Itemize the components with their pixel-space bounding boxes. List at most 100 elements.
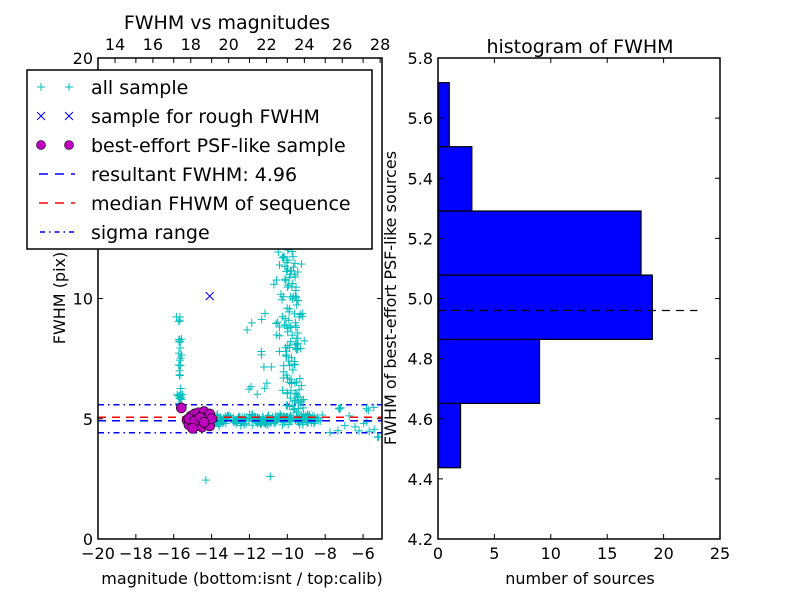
all-sample-point <box>277 295 286 304</box>
all-sample-point <box>269 280 278 289</box>
all-sample-point <box>237 417 246 426</box>
legend: all sample sample for rough FWHM best-effo… <box>26 69 373 250</box>
all-sample-point <box>336 403 345 412</box>
all-sample-point <box>291 259 299 268</box>
all-sample-point <box>283 324 292 333</box>
all-sample-point <box>175 313 184 322</box>
x-tick-label: −8 <box>313 544 337 563</box>
legend-entry: median FHWM of sequence <box>39 193 351 215</box>
all-sample-point <box>279 253 288 262</box>
all-sample-point <box>175 356 184 365</box>
all-sample-point <box>279 361 288 370</box>
all-sample-point <box>362 404 371 413</box>
top-tick-label: 24 <box>294 35 314 54</box>
all-sample-point <box>275 261 284 270</box>
all-sample-point <box>284 357 293 366</box>
all-sample-point <box>374 432 383 441</box>
psf-like-sample-points <box>176 402 217 434</box>
all-sample-point <box>175 394 184 403</box>
all-sample-point <box>281 350 290 359</box>
all-sample-point <box>201 476 210 485</box>
scatter-y-ticks: 0 5 10 20 <box>73 49 382 549</box>
all-sample-point <box>299 409 308 418</box>
x-tick-label: 25 <box>710 544 730 563</box>
x-tick-label: −6 <box>351 544 375 563</box>
all-sample-point <box>333 426 342 435</box>
all-sample-point <box>288 331 297 340</box>
histogram-title: histogram of FWHM <box>486 36 673 58</box>
all-sample-point <box>278 386 287 395</box>
sigma-range-lines <box>98 404 382 434</box>
all-sample-point <box>275 347 284 356</box>
all-sample-point <box>248 421 257 430</box>
histogram-x-ticks: 0 5 10 15 20 25 <box>433 58 730 563</box>
x-tick-label: 0 <box>433 544 443 563</box>
psf-like-sample-point <box>176 402 187 414</box>
scatter-x-label: magnitude (bottom:isnt / top:calib) <box>101 569 382 588</box>
all-sample-point <box>174 335 183 344</box>
legend-label: sample for rough FWHM <box>91 106 320 128</box>
histogram-panel: 0 5 10 15 20 25 4.2 4.4 4.6 4.8 5.0 5.2 5.4 5.6 5.8 h… <box>381 36 730 588</box>
x-tick-label: 10 <box>541 544 561 563</box>
histogram-bars <box>437 82 653 469</box>
all-sample-point <box>232 415 241 424</box>
all-sample-point <box>174 317 183 326</box>
all-sample-point <box>362 417 371 426</box>
all-sample-point <box>288 365 297 374</box>
all-sample-point <box>293 334 302 343</box>
all-sample-point <box>300 336 309 345</box>
all-sample-point <box>283 256 292 265</box>
all-sample-point <box>175 371 184 380</box>
all-sample-point <box>290 360 299 369</box>
all-sample-point <box>287 379 296 388</box>
x-tick-label: 5 <box>489 544 499 563</box>
scatter-y-label: FWHM (pix) <box>50 252 69 345</box>
all-sample-point <box>253 390 262 399</box>
legend-entry: best-effort PSF-like sample <box>36 135 346 157</box>
top-tick-label: 18 <box>181 35 201 54</box>
all-sample-point <box>295 385 304 394</box>
x-tick-label: −10 <box>270 544 304 563</box>
all-sample-point <box>286 414 295 423</box>
y-tick-label: 5.6 <box>408 109 433 128</box>
all-sample-point <box>286 375 295 384</box>
all-sample-point <box>334 404 343 413</box>
all-sample-point <box>335 405 344 414</box>
all-sample-point <box>261 418 270 427</box>
top-tick-label: 20 <box>218 35 238 54</box>
all-sample-point <box>272 417 281 426</box>
rough-fwhm-sample-point <box>205 291 215 301</box>
x-tick-label: 20 <box>653 544 673 563</box>
all-sample-point <box>176 343 185 352</box>
x-tick-label: −12 <box>233 544 267 563</box>
legend-entry: sample for rough FWHM <box>36 106 320 128</box>
all-sample-point <box>223 411 232 420</box>
all-sample-point <box>283 389 292 398</box>
all-sample-point <box>261 309 270 318</box>
all-sample-point <box>289 405 298 414</box>
x-tick-label: −18 <box>119 544 153 563</box>
all-sample-point <box>291 397 300 406</box>
y-tick-label: 5 <box>83 410 93 429</box>
x-tick-label: −14 <box>195 544 229 563</box>
histogram-bar <box>437 82 450 148</box>
histogram-bar <box>437 210 642 276</box>
all-sample-point <box>262 379 271 388</box>
all-sample-point <box>325 428 334 437</box>
psf-like-sample-point <box>187 423 198 434</box>
all-sample-point <box>296 398 305 407</box>
histogram-bar <box>437 338 541 405</box>
all-sample-point <box>280 252 289 261</box>
all-sample-point <box>290 396 299 405</box>
all-sample-point <box>340 421 349 430</box>
histogram-x-label: number of sources <box>505 569 655 588</box>
legend-label: all sample <box>91 77 188 99</box>
top-tick-label: 28 <box>370 35 390 54</box>
y-tick-label: 5.8 <box>408 49 433 68</box>
all-sample-point <box>295 374 304 383</box>
psf-like-sample-point <box>198 417 210 428</box>
all-sample-point <box>298 312 307 321</box>
all-sample-point <box>354 426 363 435</box>
circle-marker-icon <box>64 140 74 150</box>
